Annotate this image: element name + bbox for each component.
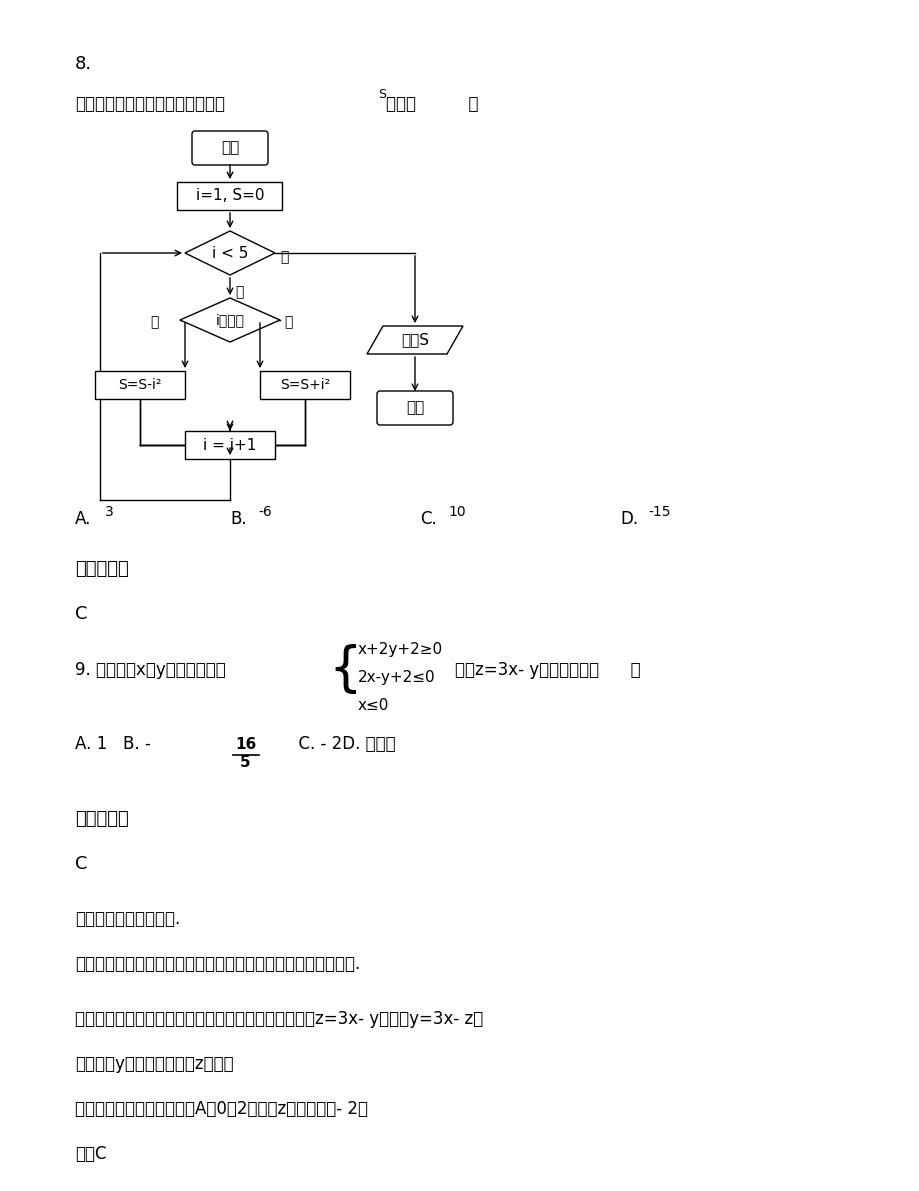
Text: x≤0: x≤0 xyxy=(357,698,389,713)
Text: 9. 已知实数x，y满足不等式组: 9. 已知实数x，y满足不等式组 xyxy=(75,661,225,679)
Text: i=1, S=0: i=1, S=0 xyxy=(196,188,264,204)
FancyBboxPatch shape xyxy=(377,391,452,425)
Text: C. - 2D. 不存在: C. - 2D. 不存在 xyxy=(267,735,395,753)
Text: B.: B. xyxy=(230,510,246,528)
Text: A.: A. xyxy=(75,510,91,528)
Text: 结束: 结束 xyxy=(405,400,424,416)
Text: -6: -6 xyxy=(257,505,271,519)
Polygon shape xyxy=(180,298,279,342)
Bar xyxy=(95,372,185,399)
Text: i是奇数: i是奇数 xyxy=(215,313,244,328)
Text: 此直线在y轴截距最小时，z最大，: 此直线在y轴截距最小时，z最大， xyxy=(75,1055,233,1073)
Text: 参考答案：: 参考答案： xyxy=(75,560,129,578)
Text: 5: 5 xyxy=(240,755,250,771)
Text: S=S-i²: S=S-i² xyxy=(119,378,162,392)
Text: 是: 是 xyxy=(234,285,244,299)
Text: S=S+i²: S=S+i² xyxy=(279,378,330,392)
Text: 值为（          ）: 值为（ ） xyxy=(386,95,478,113)
Text: 10: 10 xyxy=(448,505,465,519)
Text: A. 1   B. -: A. 1 B. - xyxy=(75,735,151,753)
Text: -15: -15 xyxy=(647,505,670,519)
Text: C: C xyxy=(75,605,87,623)
Text: 由区域可知，直线经过图中A（0，2）时，z取最大值为- 2；: 由区域可知，直线经过图中A（0，2）时，z取最大值为- 2； xyxy=(75,1100,368,1118)
Text: {: { xyxy=(328,644,361,696)
Text: i < 5: i < 5 xyxy=(211,245,248,261)
Text: 3: 3 xyxy=(105,505,114,519)
Text: S: S xyxy=(378,88,386,101)
Text: x+2y+2≥0: x+2y+2≥0 xyxy=(357,642,443,657)
Bar xyxy=(177,182,282,210)
Text: C.: C. xyxy=(420,510,437,528)
Text: 否: 否 xyxy=(279,250,288,264)
Text: 【解答】解：不等式组表示的平面区域如图；目标函数z=3x- y变形为y=3x- z，: 【解答】解：不等式组表示的平面区域如图；目标函数z=3x- y变形为y=3x- … xyxy=(75,1010,482,1028)
Text: D.: D. xyxy=(619,510,638,528)
Text: C: C xyxy=(75,855,87,873)
Text: 2x-y+2≤0: 2x-y+2≤0 xyxy=(357,671,436,685)
Polygon shape xyxy=(367,326,462,354)
Bar xyxy=(260,372,349,399)
Text: 故选C: 故选C xyxy=(75,1145,107,1162)
Text: 否: 否 xyxy=(284,314,292,329)
Text: ，则z=3x- y的最大值为（      ）: ，则z=3x- y的最大值为（ ） xyxy=(455,661,640,679)
Text: 执行如图所示的程序框图，输出的: 执行如图所示的程序框图，输出的 xyxy=(75,95,225,113)
Polygon shape xyxy=(185,231,275,275)
Text: 【考点】简单线性规划.: 【考点】简单线性规划. xyxy=(75,910,180,928)
Text: 输出S: 输出S xyxy=(401,332,428,348)
Text: 开始: 开始 xyxy=(221,141,239,156)
Text: 8.: 8. xyxy=(75,55,92,73)
Bar xyxy=(185,431,275,459)
FancyBboxPatch shape xyxy=(192,131,267,166)
Text: 参考答案：: 参考答案： xyxy=(75,810,129,828)
Text: 16: 16 xyxy=(234,737,256,752)
Text: i = i+1: i = i+1 xyxy=(203,437,256,453)
Text: 是: 是 xyxy=(150,314,158,329)
Text: 【分析】首先画出平面区域，利用目标函数的几何意义求最大值.: 【分析】首先画出平面区域，利用目标函数的几何意义求最大值. xyxy=(75,955,360,973)
